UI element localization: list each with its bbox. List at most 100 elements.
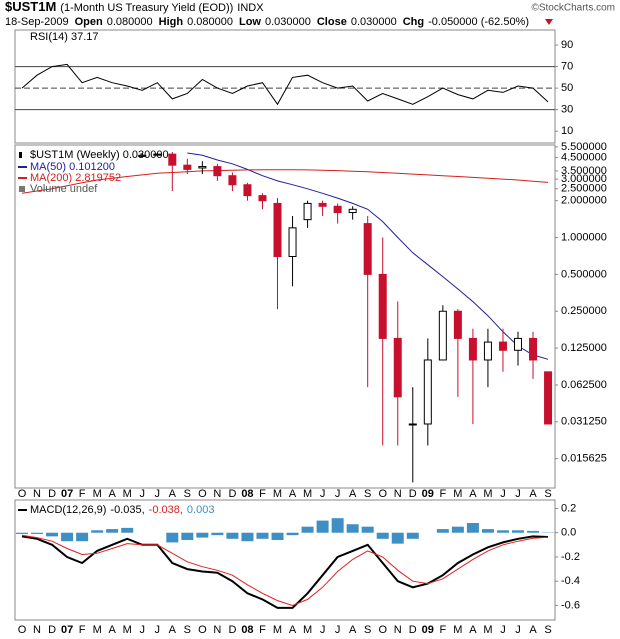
exchange: INDX bbox=[237, 2, 264, 14]
candle-body bbox=[183, 164, 192, 170]
x-tick-label: J bbox=[335, 624, 341, 636]
histogram-bar bbox=[346, 524, 359, 533]
histogram-bar bbox=[436, 529, 449, 533]
x-tick-label: D bbox=[228, 488, 236, 500]
quote-value: 0.080000 bbox=[107, 16, 153, 28]
candle-body bbox=[363, 223, 372, 275]
candle-body bbox=[333, 205, 342, 214]
date: 18-Sep-2009 bbox=[5, 16, 69, 28]
histogram-bar bbox=[286, 532, 299, 536]
x-tick-label: J bbox=[139, 624, 145, 636]
x-tick-label: A bbox=[469, 488, 477, 500]
x-tick-label: 07 bbox=[61, 488, 73, 500]
x-tick-label: M bbox=[273, 488, 282, 500]
y-tick-label: 3.500000 bbox=[561, 165, 607, 177]
histogram-bar bbox=[496, 530, 509, 533]
x-tick-label: D bbox=[48, 488, 56, 500]
x-tick-label: N bbox=[33, 488, 41, 500]
x-tick-label: N bbox=[394, 488, 402, 500]
quote-value: 0.030000 bbox=[265, 16, 311, 28]
candle-body bbox=[198, 166, 207, 169]
y-tick-label: 90 bbox=[561, 39, 573, 51]
x-tick-label: J bbox=[500, 488, 506, 500]
y-tick-label: 0.125000 bbox=[561, 342, 607, 354]
x-tick-label: A bbox=[109, 488, 117, 500]
x-tick-label: N bbox=[213, 624, 221, 636]
x-tick-label: N bbox=[394, 624, 402, 636]
legend-entry: Volume undef bbox=[30, 183, 98, 195]
x-tick-label: M bbox=[303, 488, 312, 500]
candle-body bbox=[438, 310, 447, 361]
quote-value: -0.050000 (-62.50%) bbox=[428, 16, 529, 28]
x-tick-label: J bbox=[320, 488, 326, 500]
candle-body bbox=[483, 341, 492, 361]
x-tick-label: F bbox=[439, 488, 446, 500]
histogram-bar bbox=[466, 523, 479, 533]
panel-title: MACD(12,26,9) -0.035, -0.038, 0.003 bbox=[30, 504, 214, 516]
candle-body bbox=[213, 166, 222, 177]
candle-body bbox=[393, 337, 402, 398]
y-tick-label: 0.0 bbox=[561, 527, 576, 539]
y-tick-label: 2.000000 bbox=[561, 195, 607, 207]
x-tick-label: J bbox=[320, 624, 326, 636]
y-tick-label: 70 bbox=[561, 60, 573, 72]
candle-body bbox=[228, 175, 237, 186]
x-tick-label: F bbox=[439, 624, 446, 636]
x-tick-label: D bbox=[409, 488, 417, 500]
x-tick-label: S bbox=[544, 488, 551, 500]
histogram-bar bbox=[196, 532, 209, 538]
quote-value: 0.080000 bbox=[187, 16, 233, 28]
histogram-bar bbox=[481, 529, 494, 533]
x-tick-label: J bbox=[155, 488, 161, 500]
legend-entry: MA(200) 2.819752 bbox=[30, 172, 121, 184]
macd-title: MACD(12,26,9) bbox=[30, 504, 106, 516]
x-tick-label: S bbox=[364, 488, 371, 500]
x-tick-label: S bbox=[544, 624, 551, 636]
candle-body bbox=[453, 310, 462, 339]
quote-label: High bbox=[159, 16, 184, 28]
histogram-bar bbox=[331, 518, 344, 533]
quote-label: Low bbox=[239, 16, 261, 28]
price-panel bbox=[14, 144, 556, 489]
x-tick-label: J bbox=[515, 488, 521, 500]
y-tick-label: 30 bbox=[561, 104, 573, 116]
x-tick-label: F bbox=[259, 488, 266, 500]
x-tick-label: M bbox=[483, 488, 492, 500]
candle-body bbox=[318, 202, 327, 207]
x-tick-label: M bbox=[483, 624, 492, 636]
x-tick-label: S bbox=[184, 488, 191, 500]
y-tick-label: 0.062500 bbox=[561, 379, 607, 391]
quote-line: 18-Sep-2009 Open 0.080000 High 0.080000 Low 0.… bbox=[5, 16, 529, 28]
y-tick-label: 2.500000 bbox=[561, 183, 607, 195]
y-tick-label: 0.2 bbox=[561, 502, 576, 514]
histogram-bar bbox=[211, 532, 224, 536]
legend-title: $UST1M (Weekly) 0.030000 bbox=[30, 149, 169, 161]
instrument-name: (1-Month US Treasury Yield (EOD)) bbox=[60, 2, 233, 14]
macd-panel bbox=[14, 499, 556, 621]
histogram-bar bbox=[241, 532, 254, 542]
y-tick-label: -0.2 bbox=[561, 551, 580, 563]
x-tick-label: J bbox=[515, 624, 521, 636]
x-tick-label: S bbox=[184, 624, 191, 636]
x-tick-label: M bbox=[303, 624, 312, 636]
x-tick-label: M bbox=[453, 488, 462, 500]
x-tick-label: 07 bbox=[61, 624, 73, 636]
candle-body bbox=[423, 359, 432, 425]
x-tick-label: J bbox=[139, 488, 145, 500]
histogram-bar bbox=[106, 529, 119, 533]
x-tick-label: J bbox=[500, 624, 506, 636]
candle-body bbox=[168, 153, 177, 166]
legend-entry: MA(50) 0.101200 bbox=[30, 161, 115, 173]
histogram-bar bbox=[121, 527, 134, 533]
x-tick-label: D bbox=[228, 624, 236, 636]
x-tick-label: A bbox=[529, 624, 537, 636]
symbol: $UST1M bbox=[5, 0, 56, 14]
x-tick-label: A bbox=[289, 488, 297, 500]
histogram-bar bbox=[166, 532, 179, 543]
x-tick-label: 09 bbox=[422, 624, 434, 636]
y-tick-label: 1.000000 bbox=[561, 231, 607, 243]
x-tick-label: M bbox=[123, 488, 132, 500]
candle-body bbox=[303, 202, 312, 221]
candle-body bbox=[544, 371, 553, 425]
